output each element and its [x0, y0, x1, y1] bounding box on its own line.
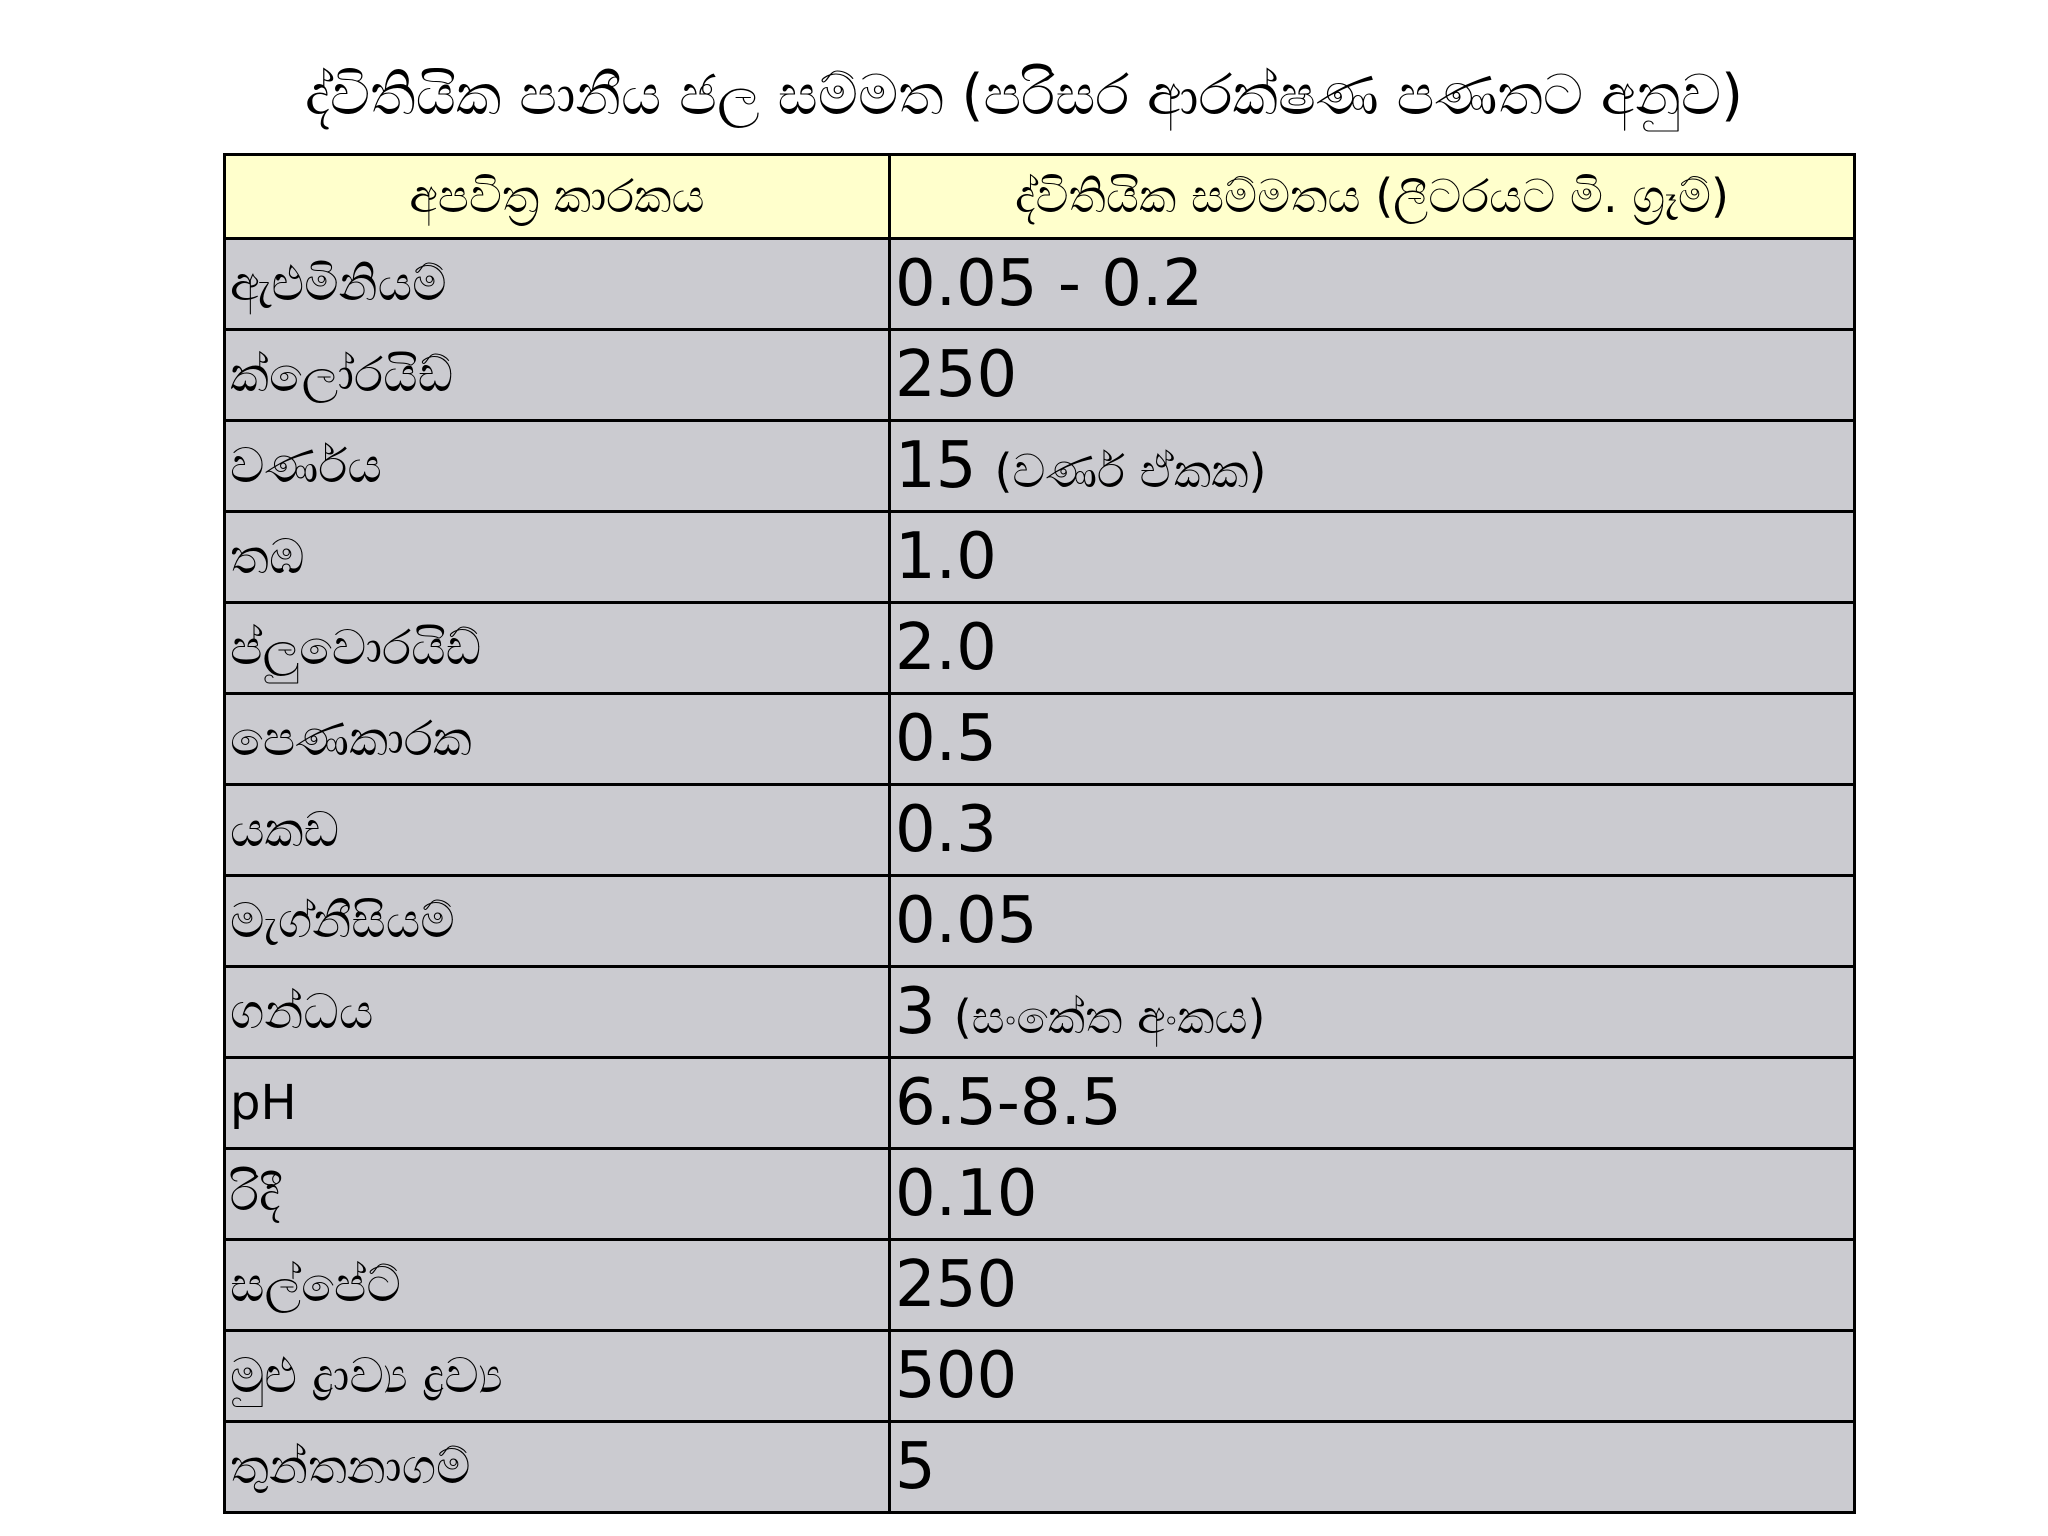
pollutant-name: තුන්තනාගම් — [223, 1420, 891, 1514]
standard-value: 6.5-8.5 — [895, 1066, 1122, 1140]
standard-value: 500 — [895, 1339, 1018, 1413]
standard-unit-note: (සංකේත අංකය) — [953, 990, 1266, 1044]
standard-value-cell: 1.0 — [888, 510, 1856, 604]
standard-value: 2.0 — [895, 611, 997, 685]
table-body: ඇළුමිනියම් 0.05 - 0.2 ක්ලෝරයිඩ් 250 වර්ණය 15(… — [223, 237, 1856, 1514]
pollutant-name: යකඩ — [223, 783, 891, 877]
standard-value-cell: 5 — [888, 1420, 1856, 1514]
page-title: ද්විතියික පානීය ජල සම්මත (පරිසර ආරක්ෂණ ප… — [305, 63, 1743, 128]
standard-value-cell: 0.3 — [888, 783, 1856, 877]
column-header-pollutant: අපවිත්‍ර කාරකය — [223, 153, 891, 240]
table-row: මුළු ද්‍රාව්‍ය ද්‍රව්‍ය 500 — [223, 1329, 1856, 1423]
pollutant-name: තඹ — [223, 510, 891, 604]
pollutant-name: මුළු ද්‍රාව්‍ය ද්‍රව්‍ය — [223, 1329, 891, 1423]
pollutant-name: ගන්ධය — [223, 965, 891, 1059]
standard-value: 5 — [895, 1430, 936, 1504]
standard-value: 3 — [895, 975, 936, 1049]
pollutant-name: ප්ලුවොරයිඩ් — [223, 601, 891, 695]
pollutant-name: ඇළුමිනියම් — [223, 237, 891, 331]
table-row: ක්ලෝරයිඩ් 250 — [223, 328, 1856, 422]
table-row: ඇළුමිනියම් 0.05 - 0.2 — [223, 237, 1856, 331]
standard-value: 0.10 — [895, 1157, 1038, 1231]
table-row: පෙණකාරක 0.5 — [223, 692, 1856, 786]
standard-value-cell: 2.0 — [888, 601, 1856, 695]
standard-value: 0.05 — [895, 884, 1038, 958]
standard-value-cell: 250 — [888, 328, 1856, 422]
table-row: මැග්නීසියම් 0.05 — [223, 874, 1856, 968]
standard-value: 0.3 — [895, 793, 997, 867]
standard-value-cell: 500 — [888, 1329, 1856, 1423]
standard-value: 250 — [895, 1248, 1018, 1322]
table-row: වර්ණය 15 (වර්ණ ඒකක) — [223, 419, 1856, 513]
column-header-standard: ද්විතියික සම්මතය (ලීටරයට මි. ග්‍රෑම්) — [888, 153, 1856, 240]
table-row: තුන්තනාගම් 5 — [223, 1420, 1856, 1514]
standard-value: 250 — [895, 338, 1018, 412]
standard-value: 0.5 — [895, 702, 997, 776]
standard-value-cell: 0.10 — [888, 1147, 1856, 1241]
standard-value-cell: 0.05 — [888, 874, 1856, 968]
standard-value-cell: 6.5-8.5 — [888, 1056, 1856, 1150]
standard-value-cell: 250 — [888, 1238, 1856, 1332]
standard-value: 15 — [895, 429, 977, 503]
table-row: රිදී 0.10 — [223, 1147, 1856, 1241]
pollutant-name: සල්පේට් — [223, 1238, 891, 1332]
table-row: ප්ලුවොරයිඩ් 2.0 — [223, 601, 1856, 695]
pollutant-name: වර්ණය — [223, 419, 891, 513]
standards-table: අපවිත්‍ර කාරකය ද්විතියික සම්මතය (ලීටරයට … — [223, 153, 1856, 1514]
standard-value: 0.05 - 0.2 — [895, 247, 1204, 321]
table-row: තඹ 1.0 — [223, 510, 1856, 604]
standard-unit-note: (වර්ණ ඒකක) — [994, 444, 1267, 498]
standard-value-cell: 3 (සංකේත අංකය) — [888, 965, 1856, 1059]
table-row: ගන්ධය 3 (සංකේත අංකය) — [223, 965, 1856, 1059]
standard-value-cell: 0.5 — [888, 692, 1856, 786]
pollutant-name: පෙණකාරක — [223, 692, 891, 786]
pollutant-name: රිදී — [223, 1147, 891, 1241]
table-row: සල්පේට් 250 — [223, 1238, 1856, 1332]
table-row: යකඩ 0.3 — [223, 783, 1856, 877]
standard-value: 1.0 — [895, 520, 997, 594]
table-row: pH 6.5-8.5 — [223, 1056, 1856, 1150]
table-header-row: අපවිත්‍ර කාරකය ද්විතියික සම්මතය (ලීටරයට … — [223, 153, 1856, 240]
standard-value-cell: 0.05 - 0.2 — [888, 237, 1856, 331]
pollutant-name: මැග්නීසියම් — [223, 874, 891, 968]
pollutant-name: pH — [223, 1056, 891, 1150]
standard-value-cell: 15 (වර්ණ ඒකක) — [888, 419, 1856, 513]
pollutant-name: ක්ලෝරයිඩ් — [223, 328, 891, 422]
